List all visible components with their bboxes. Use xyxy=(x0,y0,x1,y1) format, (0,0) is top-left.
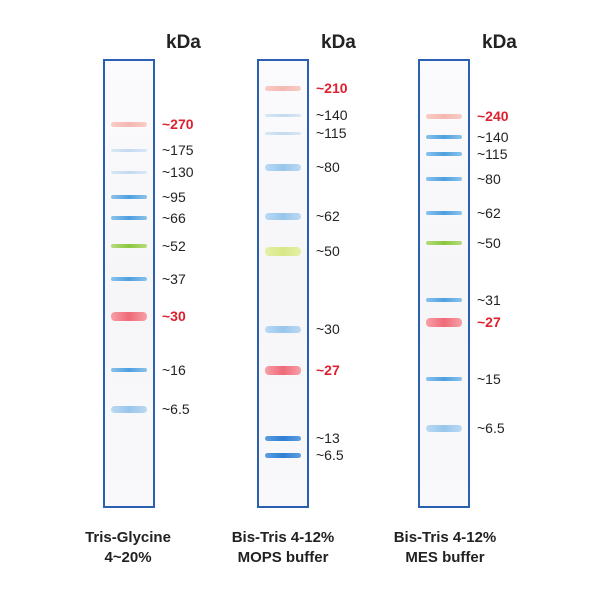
marker-label: ~31 xyxy=(477,292,501,308)
marker-label: ~270 xyxy=(162,116,194,132)
protein-band xyxy=(265,163,301,171)
marker-label: ~210 xyxy=(316,80,348,96)
caption-line: MOPS buffer xyxy=(237,549,329,566)
caption-line: 4~20% xyxy=(104,549,152,566)
protein-band xyxy=(426,377,462,381)
marker-label: ~50 xyxy=(477,235,501,251)
marker-label: ~13 xyxy=(316,430,340,446)
marker-label: ~50 xyxy=(316,243,340,259)
marker-label: ~27 xyxy=(316,362,340,378)
marker-label: ~95 xyxy=(162,189,186,205)
protein-band xyxy=(265,452,301,458)
protein-band xyxy=(111,216,147,220)
gel-lane xyxy=(103,59,155,508)
marker-label: ~240 xyxy=(477,108,509,124)
marker-label: ~30 xyxy=(316,321,340,337)
caption-line: Bis-Tris 4-12% xyxy=(393,529,497,546)
protein-band xyxy=(265,85,301,91)
marker-label: ~140 xyxy=(316,107,348,123)
marker-label: ~130 xyxy=(162,164,194,180)
protein-band xyxy=(111,277,147,281)
ladder-caption: Tris-Glycine 4~20% xyxy=(48,528,208,568)
protein-band xyxy=(265,365,301,375)
ladder-caption: Bis-Tris 4-12% MOPS buffer xyxy=(203,528,363,568)
protein-band xyxy=(426,241,462,245)
unit-label: kDa xyxy=(482,32,517,53)
marker-label: ~6.5 xyxy=(162,401,190,417)
protein-band xyxy=(265,325,301,333)
protein-band xyxy=(111,121,147,127)
protein-band xyxy=(265,212,301,220)
gel-lane xyxy=(257,59,309,508)
protein-band xyxy=(265,131,301,135)
marker-label: ~52 xyxy=(162,238,186,254)
protein-band xyxy=(111,368,147,372)
protein-band xyxy=(111,195,147,199)
marker-label: ~80 xyxy=(477,171,501,187)
protein-band xyxy=(426,317,462,327)
protein-band xyxy=(426,135,462,139)
marker-label: ~16 xyxy=(162,362,186,378)
marker-label: ~27 xyxy=(477,314,501,330)
marker-label: ~62 xyxy=(316,208,340,224)
caption-line: MES buffer xyxy=(405,549,485,566)
marker-label: ~62 xyxy=(477,205,501,221)
marker-label: ~115 xyxy=(477,146,508,162)
protein-band xyxy=(426,298,462,302)
protein-band xyxy=(111,405,147,413)
marker-label: ~66 xyxy=(162,210,186,226)
protein-band xyxy=(111,170,147,174)
marker-label: ~175 xyxy=(162,142,194,158)
caption-line: Tris-Glycine xyxy=(85,529,171,546)
protein-band xyxy=(111,244,147,248)
marker-label: ~115 xyxy=(316,125,347,141)
ladder-caption: Bis-Tris 4-12% MES buffer xyxy=(365,528,525,568)
protein-band xyxy=(265,246,301,256)
protein-band xyxy=(426,152,462,156)
protein-band xyxy=(111,311,147,321)
gel-lane xyxy=(418,59,470,508)
protein-band xyxy=(426,424,462,432)
marker-label: ~37 xyxy=(162,271,186,287)
protein-band xyxy=(426,177,462,181)
marker-label: ~6.5 xyxy=(477,420,505,436)
marker-label: ~6.5 xyxy=(316,447,344,463)
protein-band xyxy=(111,148,147,152)
caption-line: Bis-Tris 4-12% xyxy=(231,529,335,546)
protein-band xyxy=(426,113,462,119)
marker-label: ~80 xyxy=(316,159,340,175)
protein-band xyxy=(265,435,301,441)
marker-label: ~140 xyxy=(477,129,509,145)
unit-label: kDa xyxy=(166,32,201,53)
marker-label: ~15 xyxy=(477,371,501,387)
unit-label: kDa xyxy=(321,32,356,53)
protein-band xyxy=(265,113,301,117)
protein-band xyxy=(426,211,462,215)
marker-label: ~30 xyxy=(162,308,186,324)
